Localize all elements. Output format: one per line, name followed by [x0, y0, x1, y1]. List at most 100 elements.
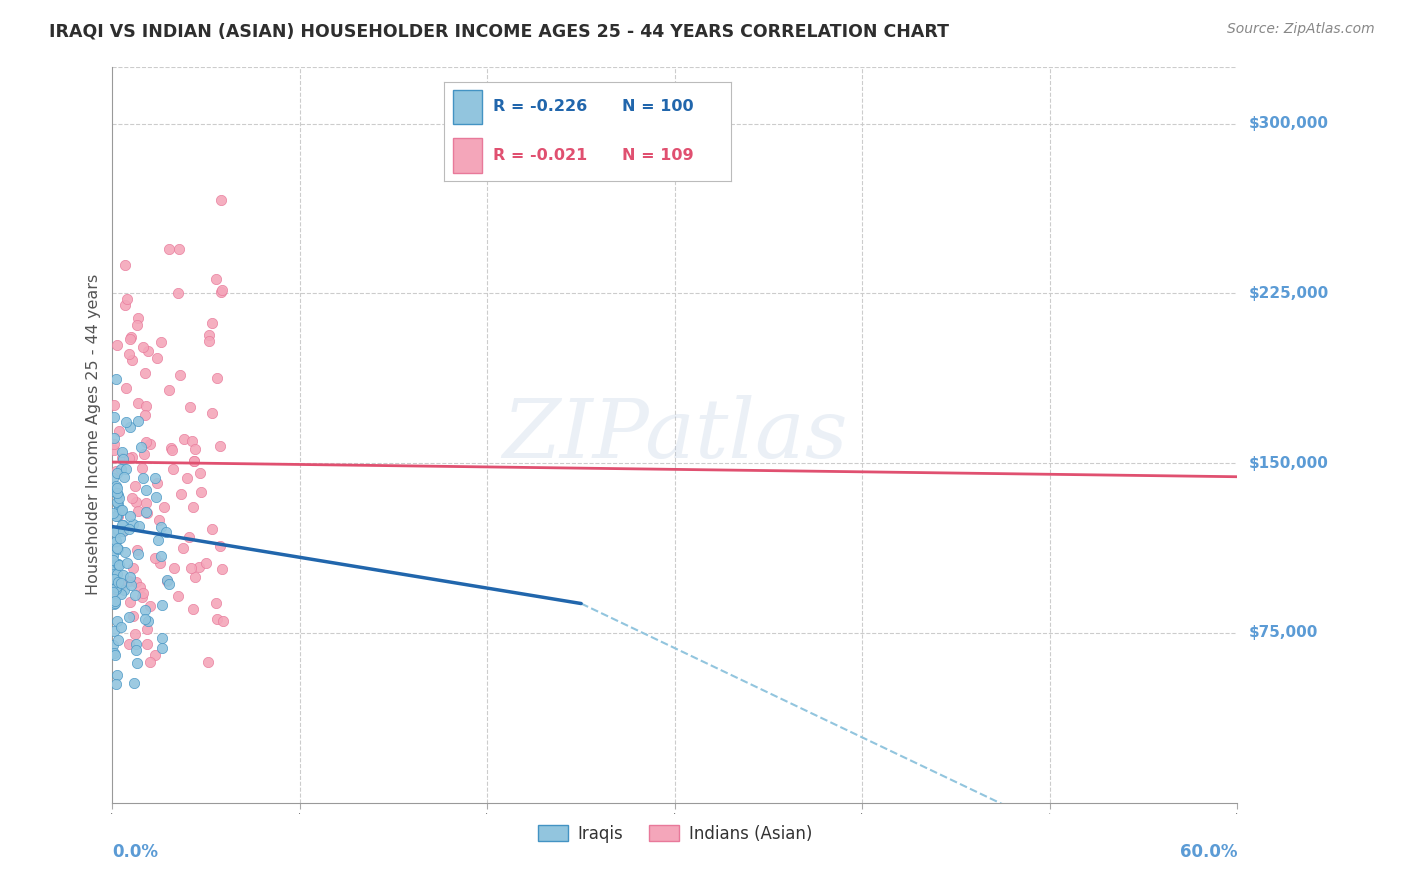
Point [104, 478, 127, 492]
Point [111, 503, 134, 517]
Point [211, 561, 233, 575]
Point [104, 594, 127, 608]
Text: $150,000: $150,000 [1249, 456, 1329, 471]
Point [111, 518, 134, 533]
Point [149, 556, 172, 570]
Point [169, 487, 191, 501]
Point [146, 351, 169, 365]
Point [127, 396, 149, 410]
Point [163, 561, 186, 575]
Text: $300,000: $300,000 [1249, 116, 1329, 131]
Point [110, 461, 132, 475]
Point [104, 508, 127, 523]
Point [173, 433, 195, 447]
Point [148, 513, 170, 527]
Point [118, 522, 141, 536]
Point [107, 525, 129, 540]
Point [105, 580, 128, 594]
Point [205, 612, 228, 626]
Point [103, 566, 125, 581]
Point [150, 520, 173, 534]
Point [160, 441, 183, 455]
Point [105, 508, 128, 523]
Point [135, 399, 157, 413]
Point [205, 595, 228, 609]
Point [124, 479, 146, 493]
Point [120, 570, 142, 584]
Point [105, 614, 128, 628]
Point [134, 612, 156, 626]
Point [150, 640, 173, 655]
Point [107, 496, 129, 510]
Point [183, 454, 205, 468]
Point [162, 442, 184, 457]
Point [111, 451, 134, 466]
Point [115, 462, 138, 476]
Point [184, 442, 207, 456]
Point [184, 570, 207, 584]
Point [125, 542, 148, 557]
Point [120, 509, 142, 524]
Point [125, 318, 148, 332]
Point [134, 603, 156, 617]
Point [150, 598, 173, 612]
Point [121, 561, 143, 575]
Point [181, 434, 204, 448]
Point [114, 297, 136, 311]
Point [110, 620, 132, 634]
Point [135, 435, 157, 450]
Point [125, 495, 148, 509]
Point [120, 332, 142, 346]
Point [105, 558, 128, 572]
Point [135, 505, 157, 519]
Point [207, 371, 229, 385]
Point [103, 646, 125, 660]
Point [111, 524, 134, 538]
Point [131, 340, 153, 354]
Point [105, 567, 128, 582]
Point [105, 677, 128, 691]
Point [105, 495, 128, 509]
Point [103, 585, 125, 599]
Point [105, 668, 128, 682]
Point [103, 572, 125, 586]
Text: $75,000: $75,000 [1249, 625, 1317, 640]
Point [117, 346, 139, 360]
Point [179, 400, 201, 414]
Point [104, 559, 127, 574]
Point [118, 637, 141, 651]
Point [212, 614, 235, 628]
Point [167, 242, 190, 256]
Point [211, 284, 233, 298]
Point [152, 500, 174, 515]
Point [136, 622, 159, 636]
Point [121, 352, 143, 367]
Point [120, 419, 142, 434]
Point [114, 544, 136, 558]
Point [105, 485, 128, 500]
Point [205, 272, 228, 286]
Point [132, 471, 155, 485]
Point [201, 522, 224, 536]
Point [139, 437, 162, 451]
Point [105, 541, 128, 556]
Point [101, 553, 124, 567]
Point [103, 431, 125, 445]
Point [149, 335, 172, 350]
Point [107, 558, 129, 572]
Point [108, 558, 131, 572]
Point [115, 381, 138, 395]
Point [115, 415, 138, 429]
Point [136, 343, 159, 358]
Point [101, 548, 124, 562]
Point [103, 624, 125, 638]
Point [127, 414, 149, 428]
Point [145, 491, 167, 505]
Point [103, 436, 125, 450]
Point [134, 447, 156, 461]
Point [128, 519, 150, 533]
Point [112, 568, 135, 582]
Point [103, 409, 125, 424]
Point [111, 517, 134, 532]
Point [107, 541, 129, 556]
